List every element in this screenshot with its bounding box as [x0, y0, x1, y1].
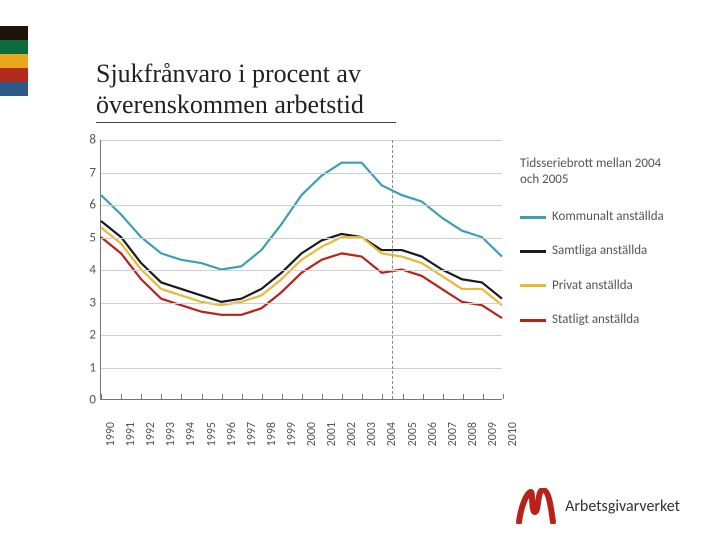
series-line [101, 237, 502, 318]
legend-item: Privat anställda [520, 279, 664, 293]
legend: Kommunalt anställda Samtliga anställda Pri… [520, 210, 664, 347]
page-title: Sjukfrånvaro i procent av överenskommen … [96, 58, 396, 123]
y-tick-label: 1 [72, 360, 96, 375]
legend-swatch [520, 319, 546, 322]
y-tick-label: 7 [72, 165, 96, 180]
legend-label: Privat anställda [552, 279, 633, 293]
logo: Arbetsgivarverket [513, 488, 680, 524]
x-tick-label: 1995 [205, 422, 219, 446]
x-tick-label: 1993 [164, 422, 178, 446]
y-tick-label: 4 [72, 263, 96, 278]
sidebar-color-bar [0, 40, 28, 54]
x-tick-mark [463, 394, 464, 399]
gridline [101, 238, 502, 239]
gridline [101, 270, 502, 271]
logo-text: Arbetsgivarverket [565, 497, 680, 516]
chart: 0123456781990199119921993199419951996199… [72, 140, 502, 430]
x-tick-label: 2001 [325, 422, 339, 446]
x-tick-mark [262, 394, 263, 399]
gridline [101, 205, 502, 206]
legend-item: Statligt anställda [520, 313, 664, 327]
x-tick-mark [202, 394, 203, 399]
x-tick-label: 2003 [365, 422, 379, 446]
x-tick-mark [282, 394, 283, 399]
legend-item: Kommunalt anställda [520, 210, 664, 224]
x-tick-label: 1998 [265, 422, 279, 446]
x-tick-mark [342, 394, 343, 399]
x-tick-label: 1990 [104, 422, 118, 446]
series-line [101, 227, 502, 305]
x-tick-mark [362, 394, 363, 399]
sidebar-color-bar [0, 82, 28, 96]
sidebar-color-bar [0, 68, 28, 82]
y-tick-label: 2 [72, 328, 96, 343]
x-tick-mark [322, 394, 323, 399]
x-tick-mark [503, 394, 504, 399]
legend-item: Samtliga anställda [520, 244, 664, 258]
plot-region [100, 140, 502, 400]
legend-swatch [520, 284, 546, 287]
x-tick-label: 2008 [466, 422, 480, 446]
x-tick-label: 1992 [144, 422, 158, 446]
x-tick-label: 2010 [506, 422, 520, 446]
legend-label: Statligt anställda [552, 313, 639, 327]
x-tick-mark [161, 394, 162, 399]
x-tick-label: 1996 [225, 422, 239, 446]
x-tick-mark [181, 394, 182, 399]
x-tick-mark [423, 394, 424, 399]
x-tick-label: 2002 [345, 422, 359, 446]
x-tick-mark [121, 394, 122, 399]
x-tick-label: 1994 [184, 422, 198, 446]
gridline [101, 368, 502, 369]
y-tick-label: 5 [72, 230, 96, 245]
x-tick-label: 1999 [285, 422, 299, 446]
x-tick-label: 2006 [426, 422, 440, 446]
sidebar-color-bar [0, 26, 28, 40]
x-tick-mark [382, 394, 383, 399]
x-tick-mark [403, 394, 404, 399]
x-tick-label: 1997 [245, 422, 259, 446]
x-tick-mark [222, 394, 223, 399]
gridline [101, 303, 502, 304]
x-tick-mark [302, 394, 303, 399]
x-tick-label: 2009 [486, 422, 500, 446]
x-tick-label: 2000 [305, 422, 319, 446]
y-tick-label: 3 [72, 295, 96, 310]
x-tick-mark [242, 394, 243, 399]
gridline [101, 140, 502, 141]
sidebar-color-bar [0, 54, 28, 68]
x-tick-label: 2005 [406, 422, 420, 446]
y-tick-label: 6 [72, 198, 96, 213]
y-tick-label: 0 [72, 393, 96, 408]
x-tick-mark [483, 394, 484, 399]
logo-mark [513, 488, 557, 524]
legend-swatch [520, 216, 546, 219]
x-tick-mark [141, 394, 142, 399]
sidebar-color-bars [0, 26, 28, 96]
legend-label: Samtliga anställda [552, 244, 647, 258]
x-tick-label: 2007 [446, 422, 460, 446]
legend-label: Kommunalt anställda [552, 210, 664, 224]
legend-swatch [520, 250, 546, 253]
gridline [101, 173, 502, 174]
x-tick-mark [443, 394, 444, 399]
x-tick-label: 1991 [124, 422, 138, 446]
x-tick-label: 2004 [385, 422, 399, 446]
timeseries-break-line [392, 140, 393, 399]
gridline [101, 335, 502, 336]
timeseries-note: Tidsseriebrott mellan 2004 och 2005 [520, 156, 680, 187]
x-tick-mark [101, 394, 102, 399]
y-tick-label: 8 [72, 133, 96, 148]
